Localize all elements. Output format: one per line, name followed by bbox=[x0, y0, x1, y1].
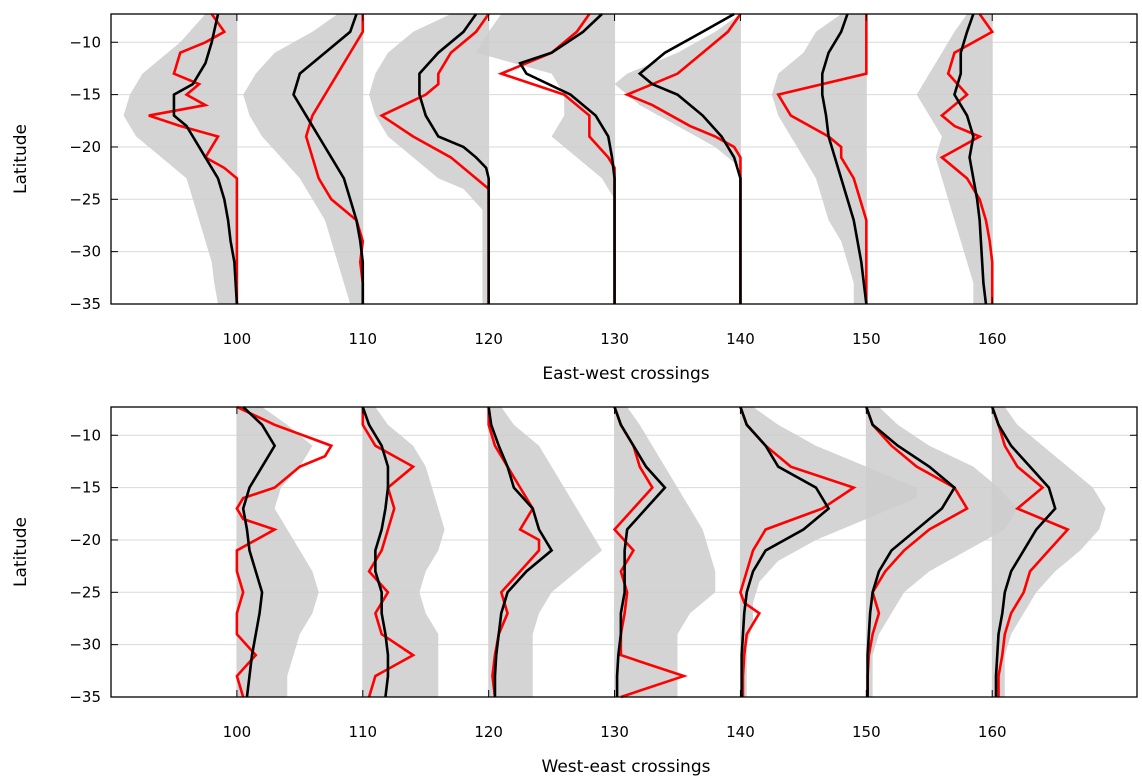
spread-band-150 bbox=[866, 407, 1018, 697]
observed-line-130 bbox=[612, 406, 688, 699]
x-tick-label: 150 bbox=[852, 330, 881, 348]
x-tick-label: 130 bbox=[600, 330, 629, 348]
spread-band-120 bbox=[369, 14, 489, 304]
x-tick-label: 110 bbox=[348, 330, 377, 348]
x-tick-label: 140 bbox=[726, 723, 755, 741]
y-tick-label: −15 bbox=[69, 479, 101, 497]
model-line-100 bbox=[241, 406, 277, 698]
west-east-crossings-panel: 100 110 120 130 140 150 160 −10 −15 −20 −25 −30 −35 W… bbox=[11, 405, 1138, 777]
model-line-100 bbox=[172, 13, 239, 305]
observed-line-140 bbox=[623, 13, 742, 304]
x-axis-label: West-east crossings bbox=[542, 757, 711, 777]
spread-band-120 bbox=[488, 407, 602, 697]
y-axis-label: Latitude bbox=[11, 124, 31, 194]
x-tick-label: 110 bbox=[348, 723, 377, 741]
model-line-150 bbox=[820, 13, 868, 305]
observed-line-150 bbox=[776, 14, 868, 304]
x-tick-label: 140 bbox=[726, 330, 755, 348]
y-tick-label: −25 bbox=[69, 190, 101, 208]
spread-band-160 bbox=[916, 14, 993, 304]
spread-band-110 bbox=[243, 14, 363, 304]
model-line-110 bbox=[361, 406, 390, 698]
observed-line-160 bbox=[939, 13, 995, 304]
model-line-140 bbox=[739, 406, 831, 697]
y-axis-label: Latitude bbox=[11, 517, 31, 587]
x-tick-label: 120 bbox=[474, 723, 503, 741]
observed-line-100 bbox=[148, 13, 239, 304]
model-line-110 bbox=[292, 13, 365, 304]
x-axis-label: East-west crossings bbox=[542, 364, 709, 384]
observed-line-100 bbox=[235, 405, 334, 698]
spread-band-130 bbox=[614, 407, 716, 697]
x-tick-label: 160 bbox=[978, 723, 1007, 741]
model-line-130 bbox=[518, 13, 616, 304]
observed-line-140 bbox=[739, 406, 857, 697]
y-tick-label: −15 bbox=[69, 86, 101, 104]
spread-band-130 bbox=[476, 14, 615, 304]
y-tick-label: −30 bbox=[69, 636, 101, 654]
observed-line-150 bbox=[865, 406, 969, 697]
model-line-130 bbox=[613, 406, 667, 697]
observed-line-120 bbox=[379, 13, 490, 304]
x-tick-label: 100 bbox=[223, 723, 252, 741]
x-tick-label: 150 bbox=[852, 723, 881, 741]
plot-frame bbox=[110, 406, 1138, 698]
model-line-150 bbox=[865, 406, 957, 697]
x-tick-label: 100 bbox=[223, 330, 252, 348]
y-tick-label: −20 bbox=[69, 531, 101, 549]
spread-band-100 bbox=[123, 14, 237, 304]
model-line-140 bbox=[637, 12, 742, 304]
y-tick-label: −10 bbox=[69, 33, 101, 51]
y-tick-label: −10 bbox=[69, 426, 101, 444]
y-tick-label: −20 bbox=[69, 138, 101, 156]
observed-line-160 bbox=[991, 406, 1070, 697]
x-tick-label: 130 bbox=[600, 723, 629, 741]
model-line-160 bbox=[953, 13, 988, 305]
model-line-120 bbox=[487, 406, 554, 697]
spread-band-140 bbox=[614, 14, 741, 304]
spread-band-150 bbox=[771, 14, 867, 304]
observed-line-110 bbox=[361, 407, 416, 698]
east-west-crossings-panel: 100 110 120 130 140 150 160 −10 −15 −20 −25 −30 −35 E… bbox=[11, 12, 1138, 384]
x-tick-label: 160 bbox=[978, 330, 1007, 348]
y-tick-label: −35 bbox=[69, 295, 101, 313]
x-tick-label: 120 bbox=[474, 330, 503, 348]
model-line-120 bbox=[418, 13, 490, 304]
plot-frame bbox=[110, 13, 1138, 305]
model-line-160 bbox=[991, 406, 1057, 697]
y-tick-label: −25 bbox=[69, 583, 101, 601]
y-tick-label: −30 bbox=[69, 243, 101, 261]
y-tick-label: −35 bbox=[69, 688, 101, 706]
